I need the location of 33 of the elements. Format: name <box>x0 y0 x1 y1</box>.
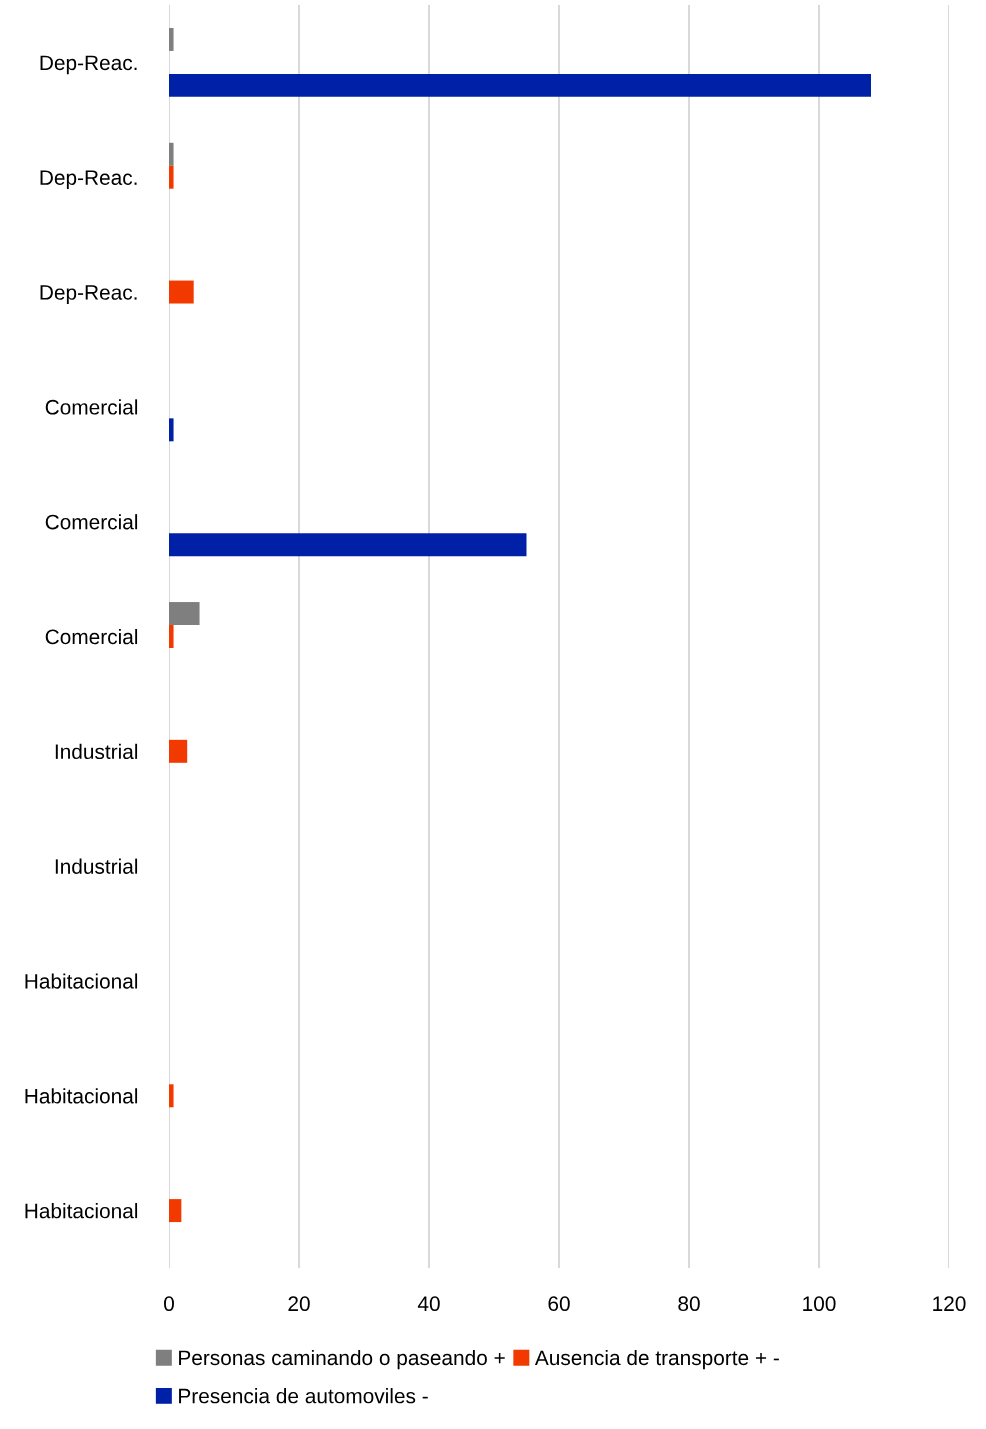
bar <box>169 27 174 51</box>
y-tick-label: Comercial <box>45 399 138 415</box>
bar <box>169 165 174 189</box>
bar <box>169 1199 182 1223</box>
x-tick-label: 100 <box>803 1296 836 1312</box>
x-tick-label: 120 <box>933 1296 966 1312</box>
bar <box>169 602 200 626</box>
y-tick-label: Dep-Reac. <box>40 170 137 190</box>
y-tick-label: Industrial <box>55 858 138 874</box>
bar <box>169 280 194 304</box>
bar <box>169 739 188 763</box>
y-tick-label: Industrial <box>55 743 138 760</box>
x-tick-label: 40 <box>417 1296 440 1312</box>
bar <box>169 1084 174 1108</box>
y-tick-label: Habitacional <box>25 973 138 989</box>
bar <box>169 73 871 97</box>
y-tick-label: Habitacional <box>25 1088 138 1104</box>
bar <box>169 418 174 442</box>
y-tick-label: Habitacional <box>25 1203 138 1219</box>
x-tick-label: 0 <box>164 1296 174 1312</box>
y-tick-label: Comercial <box>45 628 138 645</box>
legend-label: Presencia de automoviles - <box>179 1388 428 1404</box>
x-tick-label: 80 <box>678 1296 700 1312</box>
x-tick-label: 20 <box>288 1296 310 1312</box>
bar <box>169 533 527 557</box>
bar <box>169 625 174 648</box>
legend-label: Ausencia de transporte + - <box>534 1349 779 1370</box>
bar <box>169 142 174 166</box>
legend-label: Personas caminando o paseando + <box>179 1349 505 1370</box>
y-tick-label: Comercial <box>45 514 138 530</box>
x-tick-label: 60 <box>548 1296 570 1312</box>
y-tick-label: Dep-Reac. <box>40 55 137 75</box>
y-tick-label: Dep-Reac. <box>40 285 137 304</box>
